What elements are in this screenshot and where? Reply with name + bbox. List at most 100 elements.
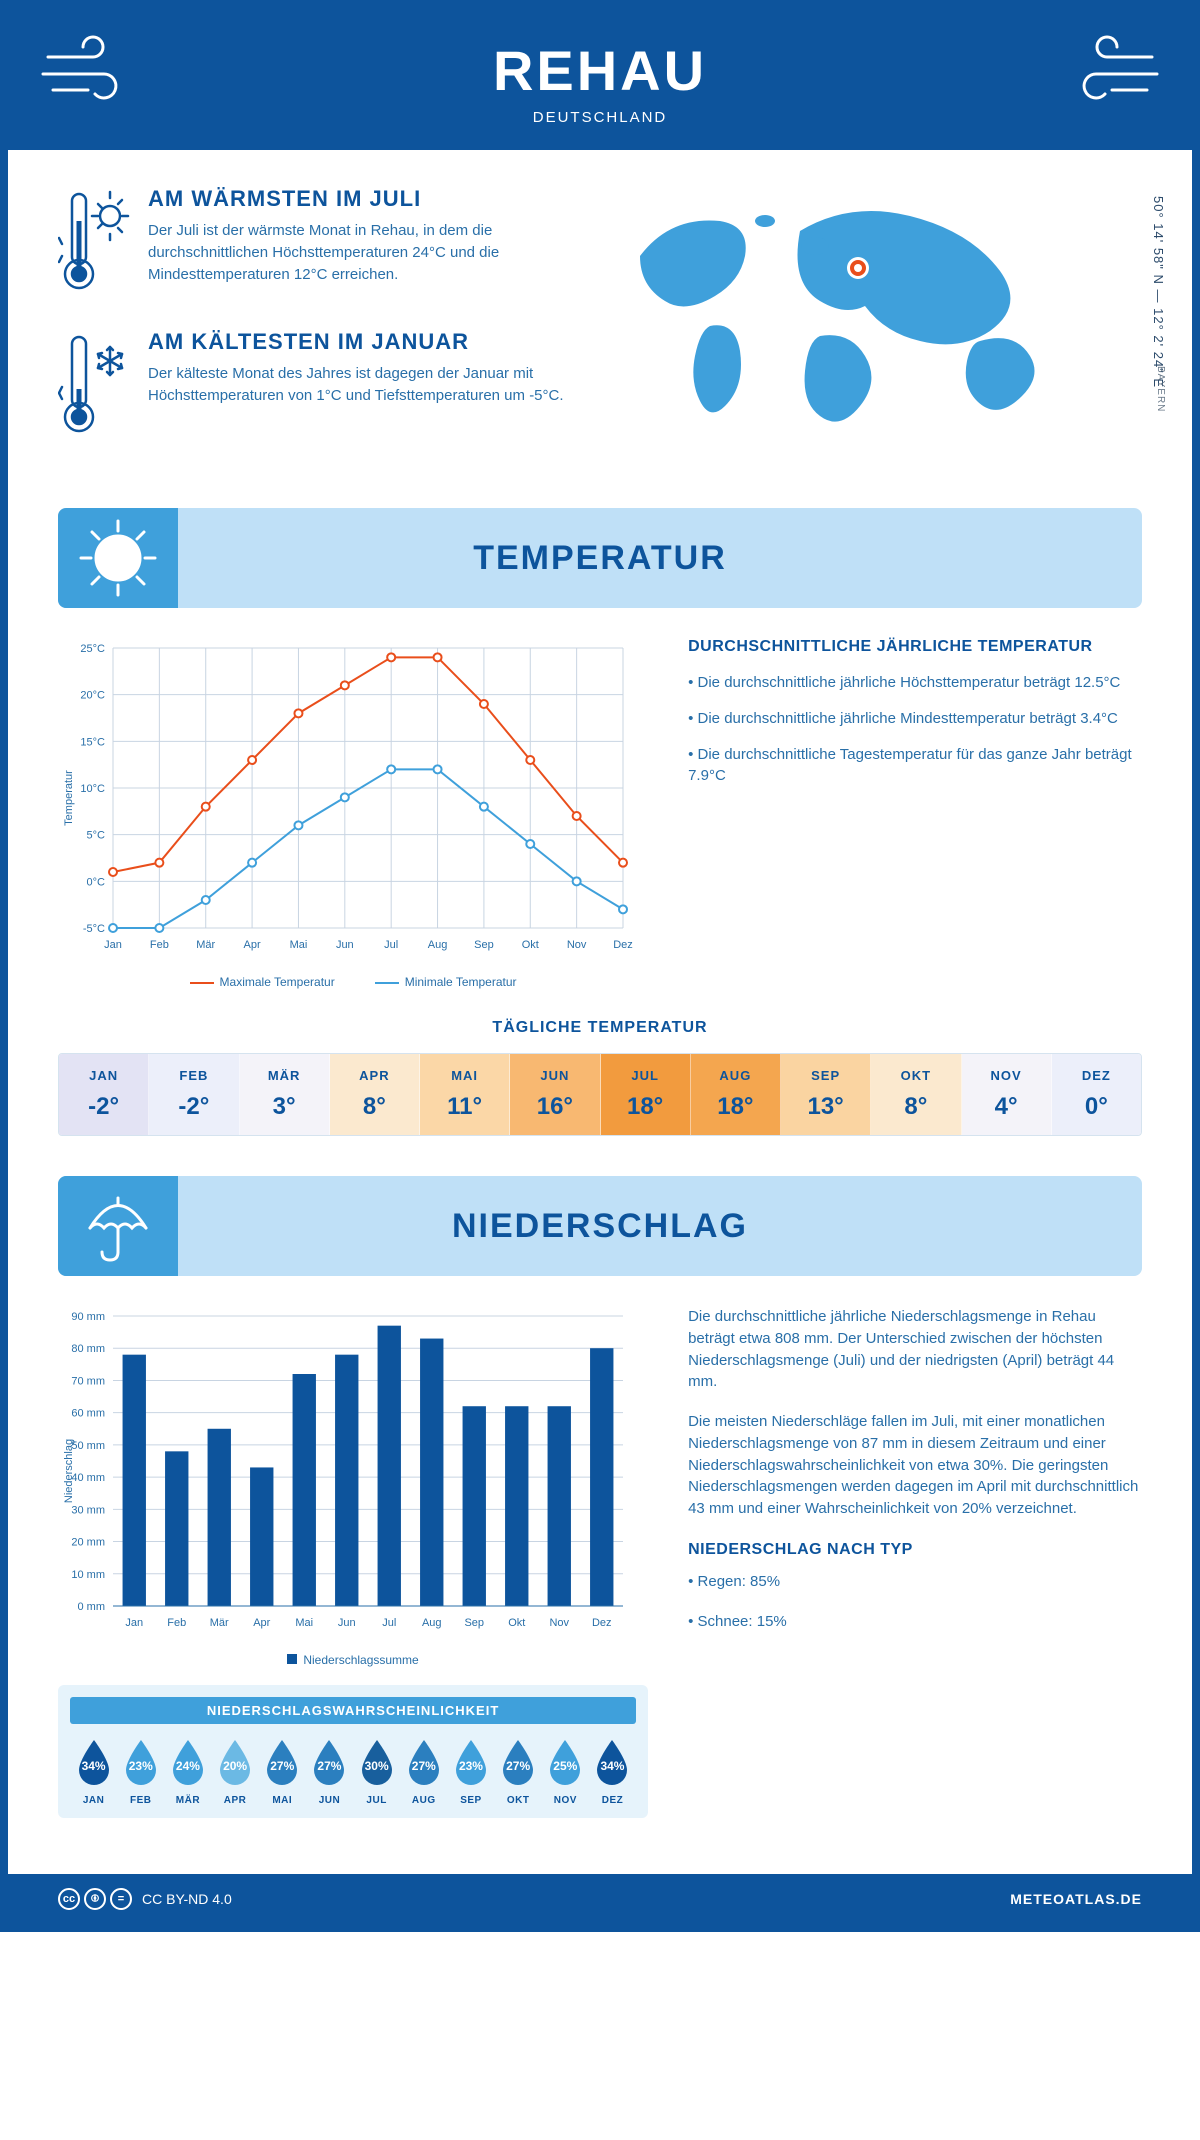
temp-table-cell: JAN-2° (59, 1054, 149, 1135)
umbrella-icon (58, 1176, 178, 1276)
probability-drop: 23%FEB (117, 1736, 164, 1806)
precip-paragraph: Die meisten Niederschläge fallen im Juli… (688, 1411, 1142, 1520)
license-label: CC BY-ND 4.0 (142, 1891, 232, 1907)
intro-text-column: AM WÄRMSTEN IM JULI Der Juli ist der wär… (58, 186, 580, 472)
legend-max: Maximale Temperatur (220, 975, 335, 989)
svg-text:50 mm: 50 mm (71, 1440, 105, 1452)
probability-drop: 34%JAN (70, 1736, 117, 1806)
temp-table-cell: DEZ0° (1052, 1054, 1141, 1135)
temperature-heading: TEMPERATUR (473, 539, 727, 578)
thermometer-snow-icon (58, 329, 130, 444)
svg-text:0 mm: 0 mm (78, 1601, 106, 1613)
precipitation-bar-chart: 0 mm10 mm20 mm30 mm40 mm50 mm60 mm70 mm8… (58, 1306, 638, 1636)
svg-text:Mai: Mai (290, 939, 308, 951)
probability-drop: 27%AUG (400, 1736, 447, 1806)
precip-type-bullet: • Schnee: 15% (688, 1611, 1142, 1633)
temperature-line-chart: -5°C0°C5°C10°C15°C20°C25°CJanFebMärAprMa… (58, 638, 648, 989)
svg-text:0°C: 0°C (87, 876, 106, 888)
map-column: 50° 14' 58" N — 12° 2' 24" E BAYERN (620, 186, 1142, 472)
temp-table-cell: OKT8° (871, 1054, 961, 1135)
svg-text:Sep: Sep (464, 1617, 484, 1629)
precip-type-bullet: • Regen: 85% (688, 1571, 1142, 1593)
probability-title: NIEDERSCHLAGSWAHRSCHEINLICHKEIT (70, 1697, 636, 1724)
warmest-block: AM WÄRMSTEN IM JULI Der Juli ist der wär… (58, 186, 580, 301)
region-label: BAYERN (1155, 366, 1166, 412)
cc-license-icon: cc🅯= (58, 1888, 132, 1910)
svg-text:Jun: Jun (336, 939, 354, 951)
svg-text:-5°C: -5°C (83, 923, 105, 935)
precipitation-section: 0 mm10 mm20 mm30 mm40 mm50 mm60 mm70 mm8… (58, 1306, 1142, 1818)
svg-text:Mär: Mär (196, 939, 215, 951)
precip-paragraph: Die durchschnittliche jährliche Niedersc… (688, 1306, 1142, 1393)
svg-text:Feb: Feb (167, 1617, 186, 1629)
temp-info-heading: DURCHSCHNITTLICHE JÄHRLICHE TEMPERATUR (688, 638, 1142, 656)
probability-drop: 25%NOV (542, 1736, 589, 1806)
legend-precip: Niederschlagssumme (303, 1653, 418, 1667)
temp-table-cell: AUG18° (691, 1054, 781, 1135)
svg-text:Jan: Jan (125, 1617, 143, 1629)
svg-text:Apr: Apr (253, 1617, 270, 1629)
svg-text:20 mm: 20 mm (71, 1537, 105, 1549)
legend-min: Minimale Temperatur (405, 975, 517, 989)
precipitation-heading: NIEDERSCHLAG (452, 1207, 748, 1246)
daily-temp-title: TÄGLICHE TEMPERATUR (58, 1019, 1142, 1037)
svg-text:80 mm: 80 mm (71, 1343, 105, 1355)
svg-text:Niederschlag: Niederschlag (63, 1439, 75, 1503)
coordinates-label: 50° 14' 58" N — 12° 2' 24" E (1151, 196, 1166, 388)
coldest-text: Der kälteste Monat des Jahres ist dagege… (148, 363, 580, 407)
temp-table-cell: MAI11° (420, 1054, 510, 1135)
temp-table-cell: NOV4° (962, 1054, 1052, 1135)
probability-drop: 23%SEP (447, 1736, 494, 1806)
wind-icon (38, 32, 148, 117)
svg-text:10°C: 10°C (80, 783, 105, 795)
svg-text:Jul: Jul (382, 1617, 396, 1629)
city-title: REHAU (8, 38, 1192, 103)
temp-info-bullet: • Die durchschnittliche jährliche Mindes… (688, 708, 1142, 730)
temp-info-bullet: • Die durchschnittliche jährliche Höchst… (688, 672, 1142, 694)
temp-table-cell: APR8° (330, 1054, 420, 1135)
svg-text:Okt: Okt (522, 939, 539, 951)
svg-text:Dez: Dez (592, 1617, 612, 1629)
content: AM WÄRMSTEN IM JULI Der Juli ist der wär… (8, 150, 1192, 1874)
temperature-section: -5°C0°C5°C10°C15°C20°C25°CJanFebMärAprMa… (58, 638, 1142, 989)
thermometer-sun-icon (58, 186, 130, 301)
svg-text:20°C: 20°C (80, 690, 105, 702)
temp-table-cell: SEP13° (781, 1054, 871, 1135)
precipitation-info: Die durchschnittliche jährliche Niedersc… (688, 1306, 1142, 1818)
intro-row: AM WÄRMSTEN IM JULI Der Juli ist der wär… (58, 186, 1142, 472)
site-label: METEOATLAS.DE (1010, 1891, 1142, 1907)
svg-text:10 mm: 10 mm (71, 1569, 105, 1581)
svg-text:Jan: Jan (104, 939, 122, 951)
header: REHAU DEUTSCHLAND (8, 8, 1192, 150)
coldest-block: AM KÄLTESTEN IM JANUAR Der kälteste Mona… (58, 329, 580, 444)
precipitation-left-column: 0 mm10 mm20 mm30 mm40 mm50 mm60 mm70 mm8… (58, 1306, 648, 1818)
precip-type-heading: NIEDERSCHLAG NACH TYP (688, 1538, 1142, 1561)
precipitation-banner: NIEDERSCHLAG (58, 1176, 1142, 1276)
daily-temp-table: JAN-2°FEB-2°MÄR3°APR8°MAI11°JUN16°JUL18°… (58, 1053, 1142, 1136)
svg-text:Nov: Nov (567, 939, 587, 951)
svg-text:15°C: 15°C (80, 736, 105, 748)
svg-text:Feb: Feb (150, 939, 169, 951)
warmest-text: Der Juli ist der wärmste Monat in Rehau,… (148, 220, 580, 285)
probability-box: NIEDERSCHLAGSWAHRSCHEINLICHKEIT 34%JAN23… (58, 1685, 648, 1818)
svg-text:Dez: Dez (613, 939, 633, 951)
precip-legend: Niederschlagssumme (58, 1653, 648, 1667)
svg-text:5°C: 5°C (87, 830, 106, 842)
temp-info-bullet: • Die durchschnittliche Tagestemperatur … (688, 744, 1142, 788)
svg-text:Sep: Sep (474, 939, 494, 951)
svg-text:Temperatur: Temperatur (63, 770, 75, 826)
svg-text:60 mm: 60 mm (71, 1408, 105, 1420)
chart-legend: Maximale Temperatur Minimale Temperatur (58, 975, 648, 989)
svg-text:90 mm: 90 mm (71, 1311, 105, 1323)
svg-text:Mai: Mai (295, 1617, 313, 1629)
temperature-banner: TEMPERATUR (58, 508, 1142, 608)
probability-drop: 20%APR (212, 1736, 259, 1806)
svg-text:Jun: Jun (338, 1617, 356, 1629)
world-map-icon (620, 186, 1080, 426)
svg-text:Aug: Aug (428, 939, 448, 951)
svg-text:40 mm: 40 mm (71, 1472, 105, 1484)
svg-text:30 mm: 30 mm (71, 1504, 105, 1516)
temp-table-cell: JUL18° (601, 1054, 691, 1135)
svg-text:Aug: Aug (422, 1617, 442, 1629)
temp-table-cell: JUN16° (510, 1054, 600, 1135)
